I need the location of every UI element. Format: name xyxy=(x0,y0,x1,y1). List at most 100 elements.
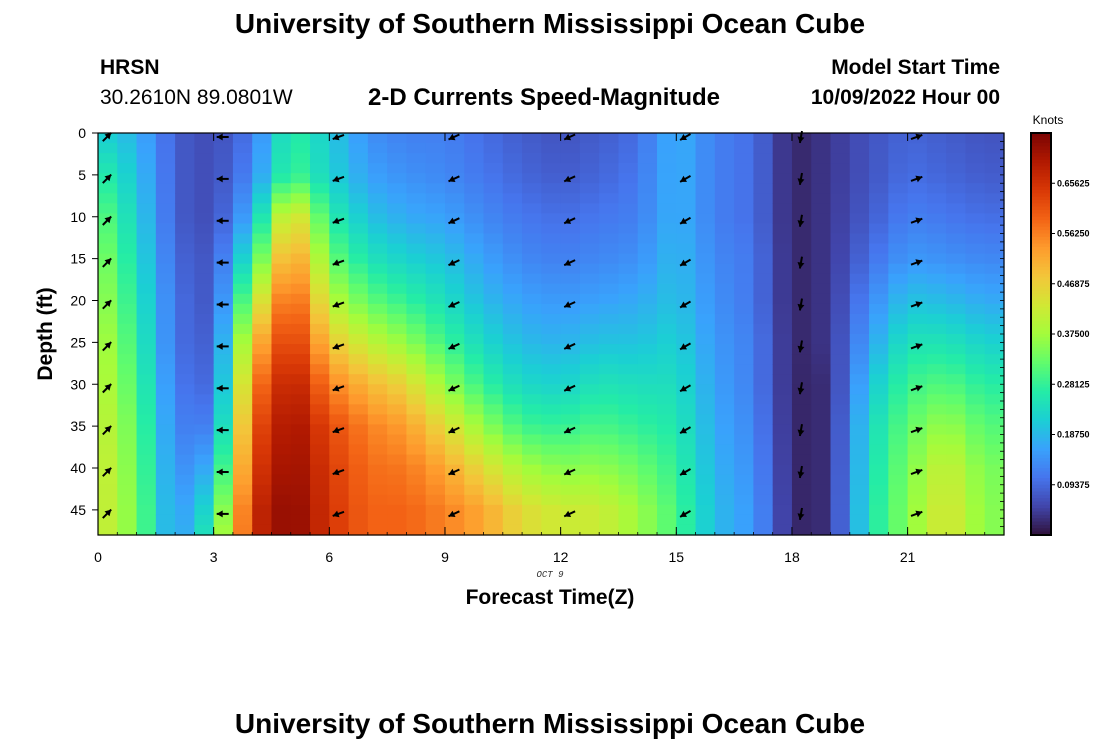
heatmap-cell xyxy=(791,394,812,405)
heatmap-cell xyxy=(618,424,639,436)
heatmap-cell xyxy=(367,504,388,516)
colorbar-segment xyxy=(1031,200,1051,204)
heatmap-cell xyxy=(560,243,581,255)
heatmap-cell xyxy=(387,344,408,355)
colorbar-segment xyxy=(1031,431,1051,436)
heatmap-cell xyxy=(965,434,986,446)
direction-arrows xyxy=(102,130,923,520)
heatmap-cell xyxy=(464,484,485,496)
heatmap-cell xyxy=(522,504,542,516)
direction-arrow xyxy=(797,340,805,353)
y-tick-label: 30 xyxy=(70,376,86,392)
heatmap-cell xyxy=(888,253,909,265)
heatmap-cell xyxy=(676,193,697,204)
heatmap-cell xyxy=(579,173,600,184)
heatmap-cell xyxy=(290,263,311,275)
heatmap-cell xyxy=(290,374,311,385)
direction-arrow xyxy=(448,175,460,183)
heatmap-cell xyxy=(310,303,330,315)
heatmap-cell xyxy=(714,494,735,506)
heatmap-cell xyxy=(984,374,1005,385)
heatmap-cell xyxy=(98,364,118,375)
heatmap-cell xyxy=(155,293,176,305)
heatmap-cell xyxy=(155,434,176,446)
heatmap-cell xyxy=(888,293,909,305)
heatmap-cell xyxy=(984,223,1005,235)
heatmap-cell xyxy=(926,374,947,385)
heatmap-cell xyxy=(811,133,832,144)
heatmap-cell xyxy=(271,404,292,415)
heatmap-cell xyxy=(811,243,832,255)
heatmap-cell xyxy=(425,434,446,446)
heatmap-cell xyxy=(522,183,542,194)
heatmap-cell xyxy=(329,143,350,154)
heatmap-cell xyxy=(984,313,1005,325)
heatmap-cell xyxy=(271,153,292,164)
heatmap-cell xyxy=(791,434,812,446)
heatmap-cell xyxy=(599,374,620,385)
heatmap-cell xyxy=(194,504,215,516)
heatmap-cell xyxy=(464,394,485,405)
heatmap-cell xyxy=(849,163,870,174)
heatmap-cell xyxy=(367,464,388,476)
heatmap-cell xyxy=(117,233,138,245)
heatmap-cell xyxy=(984,213,1005,225)
heatmap-cell xyxy=(618,354,639,365)
heatmap-cell xyxy=(348,444,369,456)
heatmap-cell xyxy=(753,283,774,295)
colorbar-segment xyxy=(1031,441,1051,446)
heatmap-cell xyxy=(560,464,581,476)
heatmap-cell xyxy=(271,494,292,506)
heatmap-cell xyxy=(348,484,369,496)
heatmap-cell xyxy=(329,253,350,265)
heatmap-cell xyxy=(194,454,215,466)
heatmap-cell xyxy=(869,153,889,164)
heatmap-cell xyxy=(869,263,889,275)
heatmap-cell xyxy=(271,484,292,496)
heatmap-cell xyxy=(618,484,639,496)
heatmap-cell xyxy=(136,323,157,335)
heatmap-cell xyxy=(483,364,504,375)
heatmap-cell xyxy=(791,454,812,466)
heatmap-cell xyxy=(329,273,350,285)
heatmap-cell xyxy=(541,334,562,345)
colorbar-segment xyxy=(1031,220,1051,225)
heatmap-cell xyxy=(579,514,600,526)
heatmap-cell xyxy=(772,173,793,184)
heatmap-cell xyxy=(560,313,581,325)
heatmap-cell xyxy=(232,484,253,496)
heatmap-cell xyxy=(117,143,138,154)
heatmap-cell xyxy=(271,344,292,355)
heatmap-cell xyxy=(271,273,292,285)
heatmap-cell xyxy=(290,153,311,164)
direction-arrow xyxy=(448,133,460,141)
heatmap-cell xyxy=(695,454,716,466)
heatmap-cell xyxy=(175,283,195,295)
heatmap-cell xyxy=(155,263,176,275)
heatmap-cell xyxy=(98,414,118,426)
heatmap-cell xyxy=(695,484,716,496)
heatmap-cell xyxy=(888,474,909,486)
heatmap-cell xyxy=(425,293,446,305)
heatmap-cell xyxy=(637,514,658,526)
heatmap-cell xyxy=(117,133,138,144)
heatmap-cell xyxy=(310,454,330,466)
heatmap-cell xyxy=(98,524,118,536)
heatmap-cell xyxy=(290,414,311,426)
heatmap-cell xyxy=(522,434,542,446)
heatmap-cell xyxy=(444,494,465,506)
heatmap-cell xyxy=(136,444,157,456)
heatmap-cell xyxy=(194,133,215,144)
heatmap-cell xyxy=(753,514,774,526)
heatmap-cell xyxy=(194,213,215,225)
heatmap-cell xyxy=(329,303,350,315)
heatmap-cell xyxy=(290,394,311,405)
heatmap-cell xyxy=(483,424,504,436)
heatmap-cell xyxy=(657,153,677,164)
heatmap-cell xyxy=(271,384,292,395)
heatmap-cell xyxy=(175,263,195,275)
heatmap-cell xyxy=(849,233,870,245)
heatmap-cell xyxy=(791,364,812,375)
heatmap-cell xyxy=(657,434,677,446)
heatmap-cell xyxy=(695,253,716,265)
